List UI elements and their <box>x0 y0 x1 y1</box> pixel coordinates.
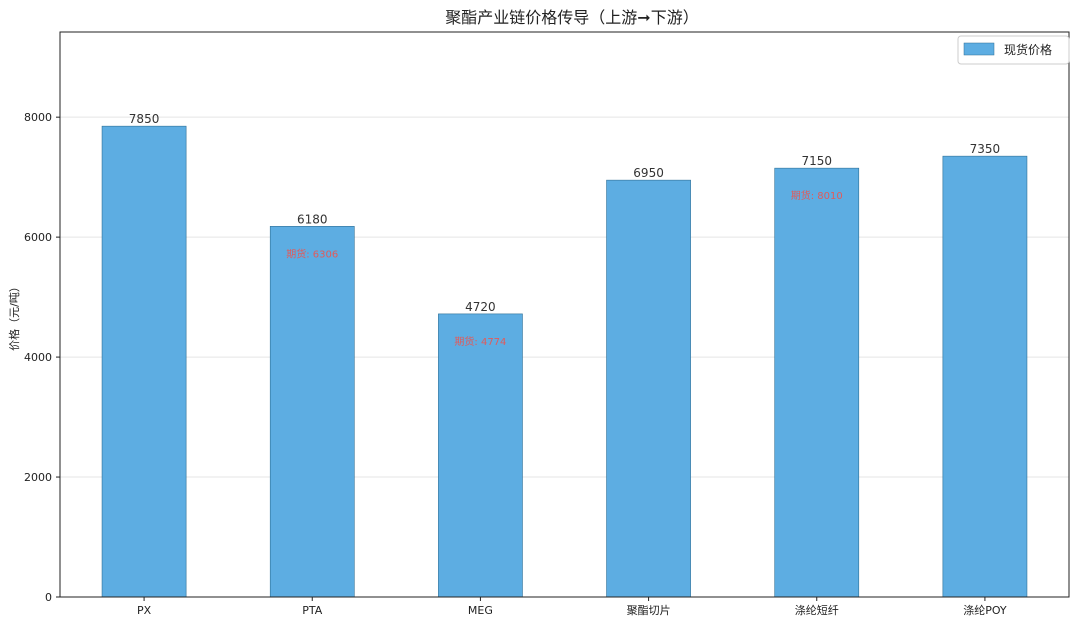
x-tick-label: PX <box>137 604 152 617</box>
grid <box>60 116 1069 478</box>
x-tick-label: 涤纶POY <box>963 603 1007 617</box>
y-tick-label: 4000 <box>24 351 52 364</box>
bar <box>774 167 860 598</box>
value-label: 7850 <box>129 112 160 126</box>
bar <box>269 226 355 598</box>
y-axis-label: 价格（元/吨） <box>7 281 21 351</box>
bars <box>101 125 1028 598</box>
value-label: 6180 <box>297 212 328 226</box>
value-label: 7150 <box>801 154 832 168</box>
x-tick-label: 聚酯切片 <box>627 604 671 617</box>
bar <box>101 125 187 598</box>
futures-label: 期货: 6306 <box>286 247 338 260</box>
y-tick-label: 0 <box>45 591 52 604</box>
plot-frame <box>59 31 1070 598</box>
y-tick-label: 6000 <box>24 231 52 244</box>
bar <box>942 155 1028 598</box>
bar <box>438 313 523 598</box>
legend: 现货价格 <box>957 35 1070 65</box>
bar <box>606 179 691 598</box>
legend-swatch <box>963 42 995 56</box>
x-tick-label: 涤纶短纤 <box>795 603 839 617</box>
futures-label: 期货: 8010 <box>791 189 843 202</box>
x-tick-label: PTA <box>302 604 322 617</box>
bar-labels: 7850 6180 期货: 6306 4720 期货: 4774 6950 7150 期货: … <box>129 112 1000 348</box>
futures-label: 期货: 4774 <box>454 335 506 348</box>
value-label: 6950 <box>633 166 664 180</box>
chart-title: 聚酯产业链价格传导（上游➞下游） <box>445 8 698 27</box>
x-tick-label: MEG <box>468 604 493 617</box>
y-tick-label: 2000 <box>24 471 52 484</box>
value-label: 7350 <box>970 142 1001 156</box>
axes: 0 2000 4000 6000 8000 PX PTA MEG 聚酯切片 涤纶短纤 涤纶POY <box>24 31 1070 617</box>
legend-label: 现货价格 <box>1004 42 1052 57</box>
value-label: 4720 <box>465 300 496 314</box>
y-tick-label: 8000 <box>24 111 52 124</box>
